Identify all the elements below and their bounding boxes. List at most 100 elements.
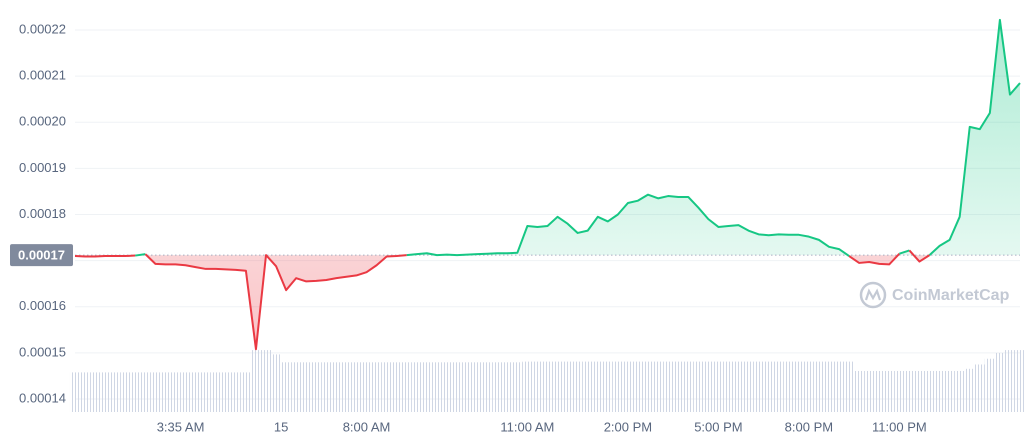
volume-bar bbox=[421, 362, 432, 412]
x-tick-label: 11:00 AM bbox=[500, 419, 554, 434]
volume-bar bbox=[602, 361, 613, 412]
volume-bar bbox=[733, 361, 744, 412]
watermark-logo bbox=[859, 281, 887, 309]
volume-bar bbox=[783, 361, 794, 412]
volume-bar bbox=[210, 372, 221, 412]
volume-bar bbox=[69, 372, 81, 412]
volume-bar bbox=[291, 362, 302, 412]
x-tick-label: 2:00 PM bbox=[604, 419, 652, 434]
volume-bar bbox=[381, 362, 392, 412]
volume-bar bbox=[281, 362, 292, 412]
area-down bbox=[75, 255, 930, 350]
x-tick-label: 5:00 PM bbox=[694, 419, 742, 434]
y-tick-label: 0.00020 bbox=[19, 114, 66, 129]
volume-bar bbox=[763, 361, 774, 412]
reference-label: 0.00017 bbox=[18, 248, 65, 263]
price-line-up bbox=[406, 193, 850, 257]
volume-bar bbox=[552, 361, 563, 412]
volume-bar bbox=[411, 362, 422, 412]
watermark-logo-mark bbox=[864, 288, 882, 301]
volume-bar bbox=[341, 362, 352, 412]
volume-bar bbox=[150, 372, 161, 412]
volume-bar bbox=[723, 361, 734, 412]
volume-bar bbox=[391, 362, 402, 412]
y-tick-label: 0.00015 bbox=[19, 344, 66, 359]
volume-bar bbox=[462, 362, 473, 412]
volume-bar bbox=[522, 361, 533, 412]
volume-bar bbox=[472, 362, 483, 412]
volume-bar bbox=[321, 362, 332, 412]
volume-bar bbox=[492, 362, 503, 412]
volume-bar bbox=[753, 361, 764, 412]
volume-bar bbox=[974, 364, 985, 412]
volume-bar bbox=[271, 354, 282, 412]
x-tick-label: 3:35 AM bbox=[157, 419, 205, 434]
volume-bar bbox=[773, 361, 784, 412]
volume-bar bbox=[160, 372, 171, 412]
volume-bar bbox=[120, 372, 131, 412]
volume-bar bbox=[693, 361, 704, 412]
volume-bar bbox=[743, 361, 754, 412]
volume-bar bbox=[823, 361, 835, 412]
volume-bar bbox=[371, 362, 382, 412]
volume-bar bbox=[401, 362, 412, 412]
volume-bar bbox=[803, 361, 814, 412]
volume-bar bbox=[592, 361, 603, 412]
volume-bar bbox=[80, 372, 91, 412]
y-tick-label: 0.00018 bbox=[19, 206, 66, 221]
volume-bar bbox=[542, 361, 553, 412]
reference-badge bbox=[10, 244, 73, 267]
volume-bar bbox=[130, 372, 141, 412]
volume-bar bbox=[1004, 350, 1015, 412]
volume-bar bbox=[844, 361, 855, 412]
price-line-up bbox=[899, 249, 910, 255]
y-tick-label: 0.00019 bbox=[19, 160, 66, 175]
volume-bar bbox=[713, 361, 724, 412]
volume-bar bbox=[683, 361, 694, 412]
volume-bar bbox=[90, 372, 101, 412]
volume-bar bbox=[813, 361, 824, 412]
x-tick-label: 8:00 PM bbox=[785, 419, 833, 434]
y-tick-label: 0.00016 bbox=[19, 298, 66, 313]
volume-bar bbox=[854, 370, 865, 412]
volume-bar bbox=[994, 352, 1005, 412]
watermark-text: CoinMarketCap bbox=[892, 287, 1010, 304]
volume-bar bbox=[331, 362, 342, 412]
volume-bar bbox=[894, 370, 905, 412]
volume-bar bbox=[110, 372, 121, 412]
volume-bar bbox=[582, 361, 593, 412]
price-line-down bbox=[908, 249, 931, 263]
x-tick-label: 11:00 PM bbox=[872, 419, 927, 434]
volume-bar bbox=[622, 361, 633, 412]
volume-bar bbox=[632, 361, 644, 412]
volume-bar bbox=[220, 372, 231, 412]
area-up bbox=[75, 19, 1020, 256]
volume-bar bbox=[643, 361, 654, 412]
y-tick-label: 0.00014 bbox=[19, 390, 66, 405]
volume-bar bbox=[532, 361, 543, 412]
volume-bar bbox=[864, 370, 875, 412]
volume-bar bbox=[914, 370, 925, 412]
volume-bar bbox=[482, 362, 493, 412]
volume-bar bbox=[140, 372, 151, 412]
volume-bar bbox=[451, 362, 463, 412]
volume-bar bbox=[180, 372, 191, 412]
volume-bar bbox=[260, 350, 272, 412]
volume-bar bbox=[793, 361, 804, 412]
volume-bar bbox=[874, 370, 885, 412]
x-tick-label: 8:00 AM bbox=[343, 419, 391, 434]
volume-bar bbox=[673, 361, 684, 412]
volume-bar bbox=[100, 372, 111, 412]
volume-bar bbox=[301, 362, 312, 412]
volume-bar bbox=[884, 370, 895, 412]
volume-bar bbox=[351, 362, 362, 412]
volume-bar bbox=[361, 362, 372, 412]
volume-bar bbox=[954, 370, 965, 412]
price-line-up bbox=[135, 253, 146, 257]
volume-bar bbox=[170, 372, 181, 412]
x-tick-label: 15 bbox=[274, 419, 288, 434]
volume-bar bbox=[703, 361, 714, 412]
y-tick-label: 0.00021 bbox=[19, 68, 66, 83]
volume-bar bbox=[834, 361, 845, 412]
